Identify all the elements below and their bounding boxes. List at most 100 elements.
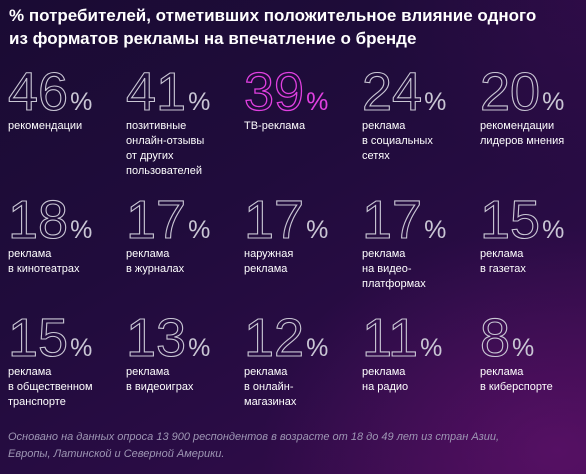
stat-label-line: реклама (244, 366, 288, 378)
stat-percent-sign: % (70, 88, 93, 116)
stat-label-line: реклама (8, 366, 52, 378)
stat-value: 17% (243, 190, 329, 250)
stat-label-line: пользователей (126, 165, 202, 177)
stat-label-line: в киберспорте (480, 381, 553, 393)
stat-label: позитивные онлайн-отзывы от других пользова… (126, 119, 234, 179)
stat-label: реклама в киберспорте (480, 365, 586, 395)
stat-number: 11 (361, 308, 419, 368)
stat-label-line: реклама (480, 366, 524, 378)
stat-value: 41% (125, 62, 211, 122)
stat-item: 13% реклама в видеоиграх (125, 308, 244, 434)
stat-label-line: в видеоиграх (126, 381, 194, 393)
stat-value: 11% (361, 308, 442, 368)
stat-percent-sign: % (542, 216, 565, 244)
stat-label: реклама на видео-платформах (362, 247, 470, 292)
stat-label-line: ТВ-реклама (244, 120, 306, 132)
stat-label: реклама в видеоиграх (126, 365, 234, 395)
stat-label-line: реклама (244, 263, 288, 275)
stat-label-line: на видео- (362, 263, 412, 275)
stat-percent-sign: % (70, 216, 93, 244)
stat-label-line: наружная (244, 248, 294, 260)
stat-value: 24% (361, 62, 447, 122)
stat-value: 39% (243, 62, 329, 122)
stat-label-line: реклама (8, 248, 52, 260)
stat-item: 15% реклама в газетах (479, 191, 586, 316)
stat-label: ТВ-реклама (244, 119, 352, 134)
stat-label-line: реклама (126, 248, 170, 260)
stat-number: 20 (479, 62, 541, 122)
stat-value: 15% (7, 309, 93, 366)
stat-percent-sign: % (306, 216, 329, 244)
stat-item: 18% реклама в кинотеатрах (7, 191, 126, 316)
stat-label-line: реклама (362, 248, 406, 260)
stat-value: 17% (361, 190, 447, 250)
stat-label: рекомендации лидеров мнения (480, 119, 586, 149)
stat-label-line: позитивные (126, 120, 187, 132)
stat-number: 39 (243, 62, 305, 122)
stat-label-line: рекомендации (480, 120, 555, 132)
stat-label-line: реклама (362, 366, 406, 378)
stat-number: 17 (125, 190, 187, 250)
stat-number: 46 (7, 62, 69, 122)
stat-value: 17% (125, 190, 211, 250)
stat-label: реклама в кинотеатрах (8, 247, 116, 277)
stat-percent-sign: % (188, 88, 211, 116)
stat-label-line: реклама (126, 366, 170, 378)
stat-label: реклама в общественном транспорте (8, 365, 116, 410)
stat-number: 13 (125, 308, 187, 368)
stat-label: реклама в журналах (126, 247, 234, 277)
stat-label-line: магазинах (244, 396, 297, 408)
stat-item: 12% реклама в онлайн-магазинах (243, 308, 362, 434)
stat-number: 17 (243, 190, 305, 250)
stat-label-line: реклама (362, 120, 406, 132)
stat-percent-sign: % (306, 88, 329, 116)
stat-label-line: в кинотеатрах (8, 263, 80, 275)
stat-label-line: транспорте (8, 396, 66, 408)
stat-label-line: в общественном (8, 381, 93, 393)
stat-number: 17 (361, 190, 423, 250)
footnote: Основано на данных опроса 13 900 респонд… (8, 429, 578, 463)
stat-value: 15% (479, 191, 565, 248)
stat-item: 41% позитивные онлайн-отзывы от других польз… (125, 62, 244, 188)
stat-item: 20% рекомендации лидеров мнения (479, 62, 586, 188)
stat-percent-sign: % (424, 88, 447, 116)
stat-label: наружная реклама (244, 247, 352, 277)
stat-label-line: онлайн-отзывы (126, 135, 205, 147)
title-line-1: % потребителей, отметивших положительное… (9, 6, 537, 25)
stat-item: 8% реклама в киберспорте (479, 309, 586, 434)
stat-number: 41 (125, 62, 187, 122)
stat-value: 46% (7, 62, 93, 122)
stat-percent-sign: % (188, 216, 211, 244)
stat-label-line: на радио (362, 381, 409, 393)
title-line-2: из форматов рекламы на впечатление о бре… (9, 29, 417, 48)
stat-item: 39% ТВ-реклама (243, 62, 362, 188)
stat-value: 13% (125, 308, 211, 368)
stat-value: 18% (7, 191, 93, 248)
stat-number: 24 (361, 62, 423, 122)
footnote-line-2: Европы, Латинской и Северной Америки. (8, 448, 225, 460)
stat-label-line: в журналах (126, 263, 185, 275)
stat-item: 24% реклама в социальных сетях (361, 62, 480, 188)
stat-label-line: платформах (362, 278, 426, 290)
stat-value: 12% (243, 308, 328, 368)
stat-label-line: рекомендации (8, 120, 83, 132)
stat-percent-sign: % (188, 334, 211, 362)
stat-item: 17% наружная реклама (243, 190, 362, 316)
stat-item: 46% рекомендации (7, 62, 126, 188)
stat-label-line: от других (126, 150, 174, 162)
stat-percent-sign: % (542, 88, 565, 116)
footnote-line-1: Основано на данных опроса 13 900 респонд… (8, 431, 500, 443)
stat-number: 12 (243, 308, 305, 368)
stat-item: 15% реклама в общественном транспорте (7, 309, 126, 434)
stat-percent-sign: % (424, 216, 447, 244)
stat-label: реклама в газетах (480, 247, 586, 277)
stat-value: 20% (479, 62, 565, 122)
chart-title: % потребителей, отметивших положительное… (9, 4, 579, 50)
stat-percent-sign: % (70, 334, 93, 362)
stat-item: 17% реклама на видео-платформах (361, 190, 480, 316)
stat-label: реклама в онлайн-магазинах (244, 365, 352, 410)
stat-value: 8% (479, 309, 534, 366)
stat-item: 17% реклама в журналах (125, 190, 244, 316)
